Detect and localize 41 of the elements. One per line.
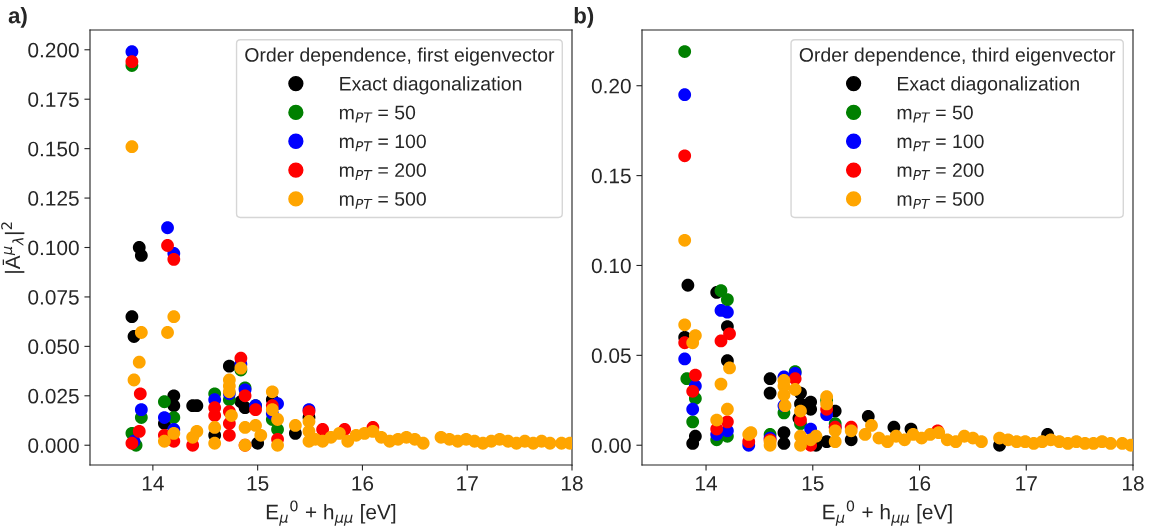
x-axis-title: E$_{μ}$$^{0}$ + h$_{μμ}$ [eV] (266, 500, 396, 526)
legend-label: m$_{PT}$ = 500 (897, 192, 984, 209)
y-tick-label: 0.15 (591, 168, 631, 184)
y-tick-label: 0.20 (591, 78, 631, 94)
x-tick-label: 16 (352, 475, 374, 491)
y-tick-label: 0.025 (28, 388, 79, 404)
y-axis-title: |Ā$^{μ}$$_{λ}$|$^{2}$ (1, 222, 25, 273)
chart-title: b) (574, 7, 594, 28)
y-tick-label: 0.000 (28, 438, 79, 453)
x-tick-label: 16 (909, 475, 931, 491)
y-tick-label: 0.100 (28, 240, 79, 256)
x-tick-label: 14 (142, 476, 164, 491)
legend-label: m$_{PT}$ = 100 (897, 134, 984, 152)
legend-label: Exact diagonalization (897, 76, 1079, 95)
y-tick-label: 0.150 (28, 141, 79, 157)
x-tick-label: 17 (457, 476, 478, 491)
chart-title: a) (8, 7, 27, 28)
y-tick-label: 0.125 (28, 191, 79, 206)
legend-label: m$_{PT}$ = 50 (897, 105, 973, 123)
legend-label: m$_{PT}$ = 200 (339, 163, 426, 181)
x-tick-label: 15 (802, 476, 824, 491)
x-axis-title: E$_{μ}$$^{0}$ + h$_{μμ}$ [eV] (823, 500, 952, 526)
legend-label: m$_{PT}$ = 50 (339, 105, 416, 123)
y-tick-label: 0.050 (28, 339, 79, 355)
legend-label: Exact diagonalization (340, 76, 522, 95)
y-tick-label: 0.00 (591, 438, 631, 453)
legend-label: m$_{PT}$ = 200 (897, 163, 984, 181)
legend-label: m$_{PT}$ = 500 (339, 192, 426, 209)
y-tick-label: 0.200 (28, 42, 79, 58)
y-tick-label: 0.05 (591, 348, 631, 364)
legend-label: m$_{PT}$ = 100 (339, 134, 426, 152)
legend-title: Order dependence, third eigenvector (799, 47, 1116, 66)
x-tick-label: 14 (696, 476, 718, 491)
legend-title: Order dependence, first eigenvector (245, 47, 555, 66)
y-tick-label: 0.175 (28, 92, 79, 107)
x-tick-label: 18 (562, 475, 583, 491)
x-tick-label: 18 (1123, 475, 1144, 491)
x-tick-label: 15 (247, 476, 269, 491)
y-tick-label: 0.075 (28, 289, 79, 305)
y-tick-label: 0.10 (591, 258, 631, 274)
x-tick-label: 17 (1016, 476, 1037, 491)
